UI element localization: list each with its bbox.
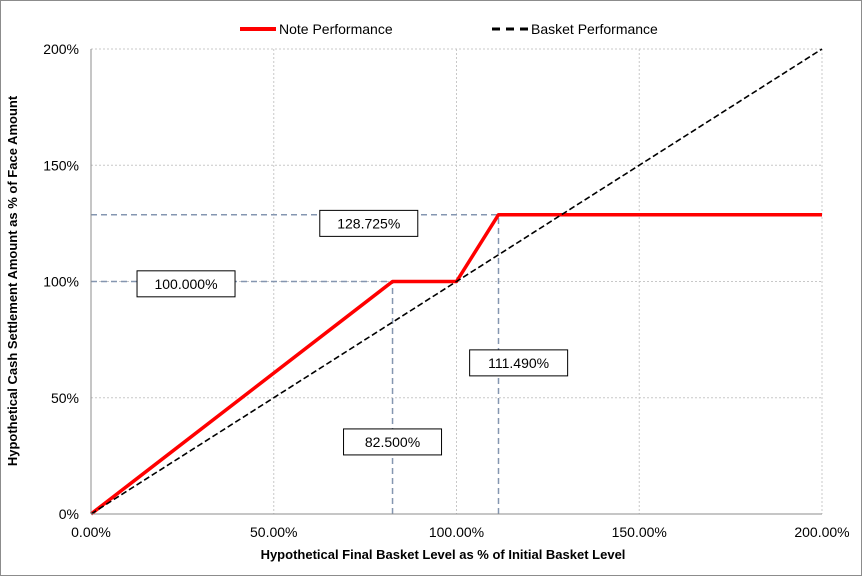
callout-box [343, 428, 443, 456]
y-axis-title: Hypothetical Cash Settlement Amount as %… [5, 95, 20, 466]
callout-label: 111.490% [488, 355, 549, 371]
callout-label: 128.725% [337, 215, 400, 231]
y-tick-label: 200% [43, 41, 79, 57]
legend: Note Performance Basket Performance [240, 21, 658, 37]
callouts: 128.725% 100.000% 111.490% 82.500% [136, 209, 569, 456]
callout-box [319, 209, 419, 237]
callout-label: 100.000% [154, 276, 217, 292]
series-lines [89, 48, 823, 516]
basket-performance-line [90, 48, 823, 515]
y-tick-label: 150% [43, 157, 79, 173]
axes [90, 49, 822, 515]
x-tick-label: 0.00% [71, 524, 111, 540]
y-tick-label: 50% [51, 390, 79, 406]
x-tick-label: 200.00% [794, 524, 849, 540]
x-tick-label: 100.00% [429, 524, 484, 540]
x-tick-label: 150.00% [612, 524, 667, 540]
y-tick-label: 100% [43, 274, 79, 290]
tick-labels: 0% 50% 100% 150% 200% 0.00% 50.00% 100.00% 150.0… [43, 41, 849, 540]
legend-label: Basket Performance [531, 21, 658, 37]
x-axis-title: Hypothetical Final Basket Level as % of … [261, 547, 626, 562]
callout-label: 82.500% [365, 434, 420, 450]
callout-box [136, 270, 236, 298]
x-tick-label: 50.00% [250, 524, 297, 540]
legend-label: Note Performance [279, 21, 393, 37]
callout-box [469, 349, 569, 377]
reference-lines [91, 213, 500, 514]
y-tick-label: 0% [59, 506, 79, 522]
